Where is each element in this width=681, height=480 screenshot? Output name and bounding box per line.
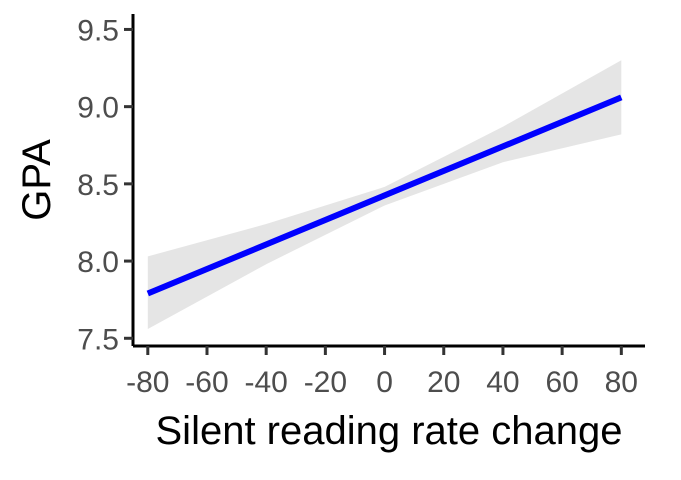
x-axis-title: Silent reading rate change — [156, 409, 623, 453]
x-tick-label: 80 — [605, 366, 638, 399]
x-tick-label: -20 — [304, 366, 347, 399]
x-tick-label: -60 — [185, 366, 228, 399]
y-tick-label: 7.5 — [77, 323, 119, 356]
x-tick-label: -80 — [126, 366, 169, 399]
regression-line-layer — [146, 94, 623, 297]
y-tick-label: 9.5 — [77, 14, 119, 47]
regression-line — [146, 94, 623, 297]
y-tick-label: 8.5 — [77, 169, 119, 202]
y-tick-label: 9.0 — [77, 92, 119, 125]
y-tick-label: 8.0 — [77, 246, 119, 279]
x-tick-label: 60 — [545, 366, 578, 399]
x-tick-label: 40 — [486, 366, 519, 399]
x-tick-label: 0 — [376, 366, 393, 399]
axes-layer: -80 -60 -40 -20 0 20 40 60 80 7.5 8.0 8.5 9.0 9.5 — [77, 14, 645, 399]
x-tick-label: -40 — [244, 366, 287, 399]
x-tick-label: 20 — [427, 366, 460, 399]
y-axis-title: GPA — [15, 139, 59, 221]
